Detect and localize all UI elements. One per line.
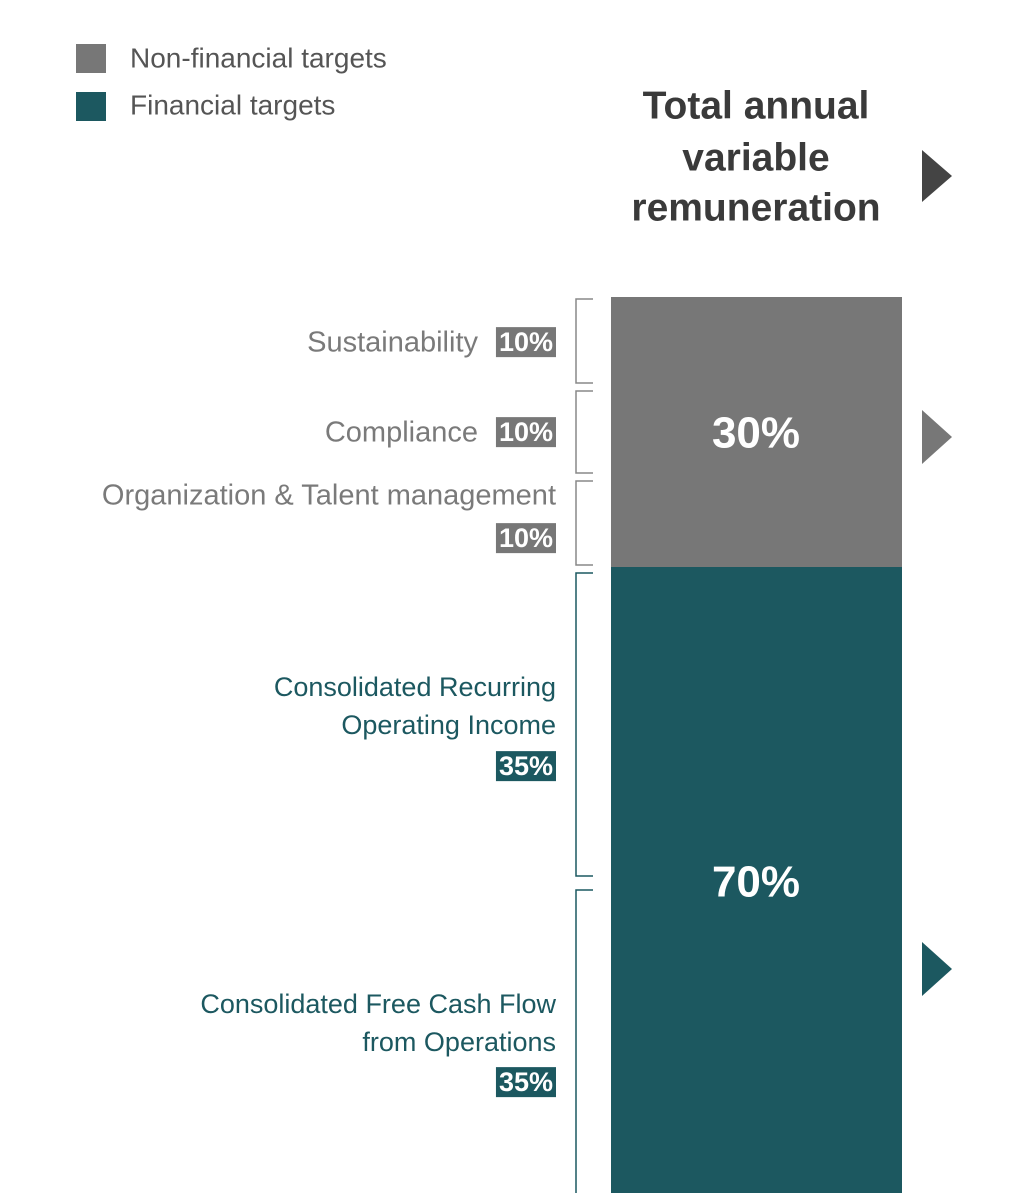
item-label: Operating Income: [341, 710, 556, 740]
badge-bg: [495, 417, 556, 448]
segment-label: 70%: [712, 858, 800, 907]
item-share: 35%: [499, 1067, 553, 1097]
bracket: [575, 390, 593, 474]
item-share: 35%: [499, 751, 553, 781]
item-share: 10%: [499, 327, 553, 357]
legend-swatch: [76, 44, 106, 73]
title: remuneration: [631, 186, 880, 229]
badge-bg: [495, 751, 556, 782]
legend-label: Non-financial targets: [130, 42, 387, 73]
bracket: [575, 298, 593, 384]
item-share: 10%: [499, 523, 553, 553]
bracket: [575, 572, 593, 877]
legend-label: Financial targets: [130, 89, 335, 120]
arrow: [922, 410, 952, 464]
item-label: Compliance: [325, 417, 478, 449]
item-label: Sustainability: [307, 327, 478, 359]
arrow: [922, 150, 952, 202]
title: variable: [682, 136, 829, 179]
item-label: Consolidated Free Cash Flow: [200, 989, 556, 1019]
item-label: Organization & Talent management: [102, 480, 556, 512]
badge-bg: [495, 327, 556, 358]
bracket: [575, 889, 593, 1193]
item-label: from Operations: [362, 1027, 556, 1057]
segment-label: 30%: [712, 409, 800, 458]
bracket: [575, 480, 593, 566]
bar-segment: [611, 567, 902, 1193]
title: Total annual: [643, 84, 870, 127]
badge-bg: [495, 1067, 556, 1098]
badge-bg: [495, 523, 556, 554]
item-share: 10%: [499, 417, 553, 447]
item-label: Consolidated Recurring: [274, 672, 556, 702]
legend-swatch: [76, 92, 106, 121]
bar-segment: [611, 297, 902, 567]
arrow: [922, 942, 952, 996]
